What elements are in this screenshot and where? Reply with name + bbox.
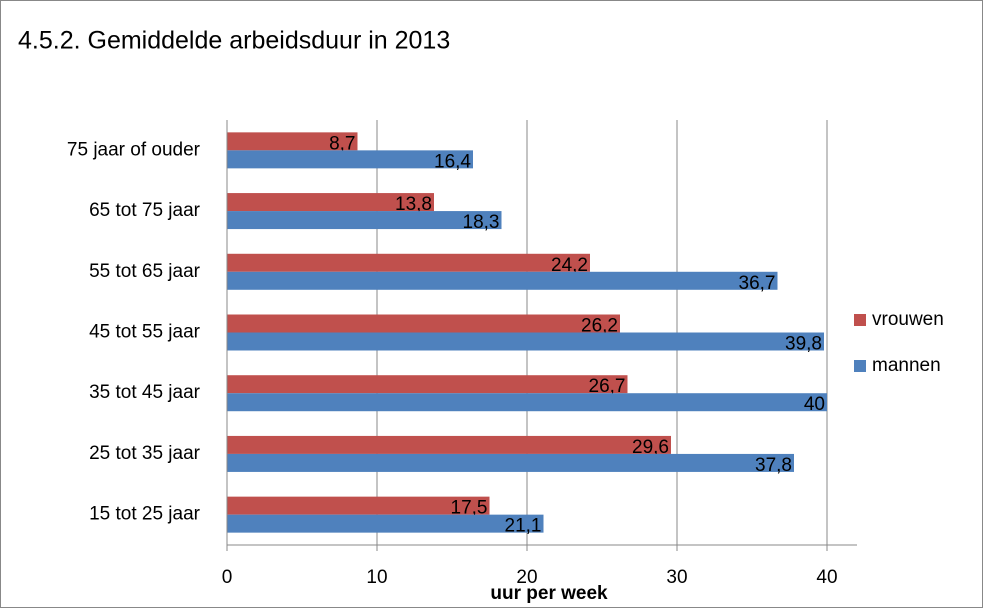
bar [227, 211, 502, 230]
value-label: 36,7 [739, 273, 776, 294]
value-label: 39,8 [785, 334, 822, 355]
legend-swatch [854, 360, 866, 372]
value-label: 18,3 [463, 212, 500, 233]
bar [227, 193, 434, 212]
bar [227, 132, 358, 151]
y-tick-label: 35 tot 45 jaar [89, 382, 201, 403]
value-label: 37,8 [755, 455, 792, 476]
x-tick-label: 30 [666, 567, 687, 588]
x-tick-label: 0 [222, 567, 233, 588]
legend-label: mannen [872, 355, 941, 376]
bar [227, 332, 824, 351]
bar [227, 150, 473, 169]
y-tick-label: 25 tot 35 jaar [89, 443, 201, 464]
bar [227, 496, 490, 515]
value-label: 17,5 [451, 498, 488, 519]
value-label: 40 [804, 394, 825, 415]
bar [227, 314, 620, 333]
chart-title: 4.5.2. Gemiddelde arbeidsduur in 2013 [18, 27, 450, 55]
bar [227, 393, 827, 412]
y-tick-label: 75 jaar of ouder [67, 139, 201, 160]
bar [227, 453, 794, 472]
value-label: 16,4 [434, 151, 471, 172]
value-label: 26,7 [589, 376, 626, 397]
x-tick-label: 10 [366, 567, 387, 588]
value-label: 21,1 [505, 516, 542, 537]
value-label: 24,2 [551, 255, 588, 276]
legend-swatch [854, 314, 866, 326]
x-tick-label: 20 [516, 567, 537, 588]
value-label: 29,6 [632, 437, 669, 458]
legend-label: vrouwen [872, 309, 944, 330]
bar [227, 514, 544, 533]
y-tick-label: 15 tot 25 jaar [89, 504, 201, 525]
bar [227, 253, 590, 272]
bar [227, 435, 671, 454]
x-tick-label: 40 [816, 567, 837, 588]
value-label: 26,2 [581, 316, 618, 337]
x-axis-title: uur per week [490, 583, 608, 604]
y-tick-label: 45 tot 55 jaar [89, 322, 201, 343]
value-label: 8,7 [329, 133, 355, 154]
bar [227, 375, 628, 394]
value-label: 13,8 [395, 194, 432, 215]
bar [227, 271, 778, 290]
y-tick-label: 65 tot 75 jaar [89, 200, 201, 221]
y-tick-label: 55 tot 65 jaar [89, 261, 201, 282]
